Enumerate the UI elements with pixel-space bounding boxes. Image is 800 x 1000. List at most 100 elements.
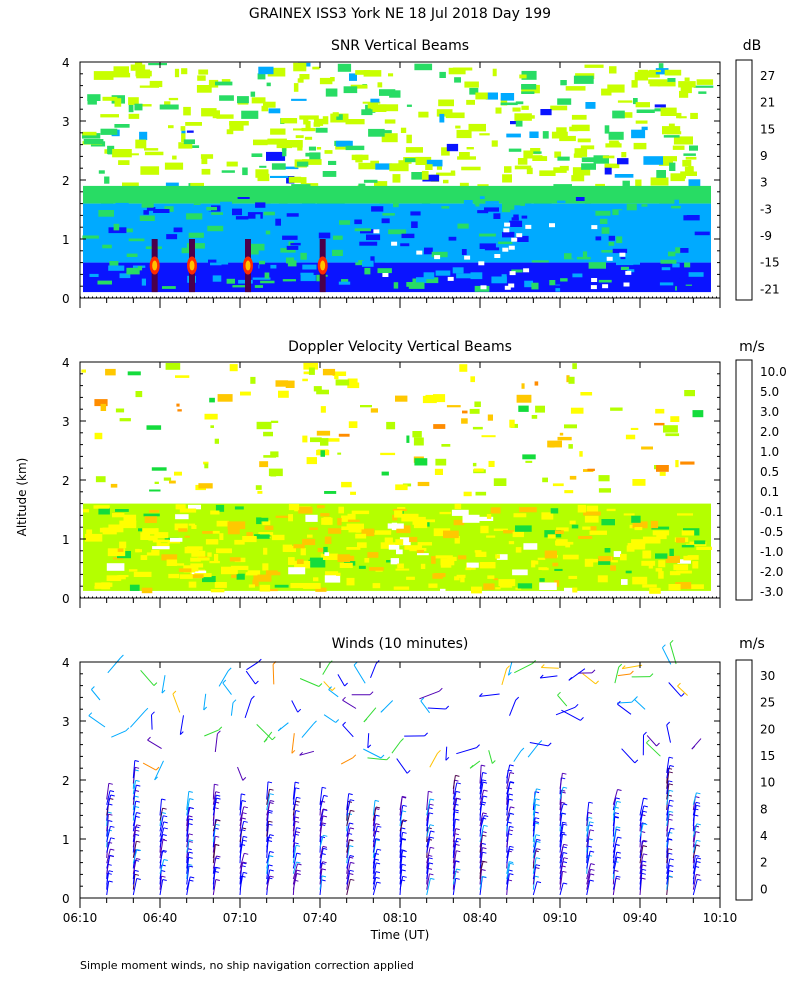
doppler-cell — [577, 504, 586, 513]
snr-cell — [468, 204, 476, 210]
wind-barb — [540, 675, 558, 679]
wind-barb — [132, 784, 137, 800]
snr-gap — [416, 250, 423, 255]
doppler-cell — [590, 526, 597, 531]
doppler-cell — [360, 405, 372, 408]
doppler-cell — [174, 471, 182, 476]
snr-cell — [259, 165, 267, 168]
doppler-cell — [642, 584, 657, 588]
wind-barb-flag — [321, 875, 327, 878]
doppler-cell — [140, 555, 148, 560]
wind-barb-flag — [135, 779, 140, 782]
snr-cell — [659, 282, 674, 286]
snr-cell — [479, 196, 485, 199]
snr-gap — [602, 284, 609, 289]
doppler-cell — [119, 541, 127, 549]
snr-cell — [441, 147, 450, 156]
winds-x-tick-label: 09:10 — [543, 911, 578, 925]
wind-barb-flag — [214, 783, 219, 786]
snr-cell — [336, 140, 353, 147]
wind-barb-flag — [135, 800, 140, 803]
wind-barb — [666, 790, 670, 805]
snr-cell — [129, 153, 139, 156]
snr-cell — [532, 156, 548, 161]
snr-cell — [216, 114, 234, 119]
doppler-cell — [641, 446, 653, 450]
snr-cell — [275, 218, 281, 226]
snr-cell — [557, 200, 566, 204]
wind-barb-flag — [536, 881, 542, 884]
doppler-cell — [127, 371, 141, 376]
snr-cell — [470, 272, 483, 280]
wind-barb — [639, 869, 643, 885]
doppler-cell — [648, 565, 653, 569]
snr-cell — [198, 69, 209, 75]
snr-cell — [229, 121, 249, 126]
snr-cell — [128, 113, 140, 119]
wind-barb — [666, 811, 670, 827]
wind-barb — [559, 857, 565, 874]
doppler-cell — [94, 399, 108, 407]
wind-barb — [159, 876, 162, 890]
doppler-cell — [214, 582, 227, 588]
doppler-cell — [169, 480, 176, 484]
wind-barb-flag — [402, 804, 407, 807]
snr-cell — [276, 142, 292, 149]
snr-gap — [502, 247, 509, 252]
doppler-cell — [623, 513, 635, 516]
wind-barb-flag — [243, 820, 248, 823]
snr-cell — [540, 109, 552, 116]
wind-barb-flag — [322, 808, 328, 811]
wind-barb-flag — [375, 871, 381, 874]
snr-cell — [168, 125, 174, 129]
doppler-cell — [191, 550, 206, 557]
doppler-cell — [509, 419, 515, 428]
wind-barb — [132, 830, 136, 848]
doppler-cell — [396, 525, 411, 534]
wind-barb-flag — [108, 870, 114, 873]
doppler-cell — [209, 397, 215, 403]
wind-barb-flag — [232, 699, 237, 704]
snr-cell — [639, 235, 656, 242]
wind-barb-flag — [641, 868, 647, 871]
snr-cell — [557, 98, 572, 105]
wind-barb — [106, 855, 111, 869]
wind-barb-flag — [615, 877, 621, 880]
snr-cell — [641, 70, 660, 78]
doppler-cell — [598, 488, 611, 493]
snr-cell — [622, 180, 630, 188]
snr-cell — [362, 101, 381, 104]
wind-barb-flag — [482, 817, 487, 820]
doppler-cell — [519, 507, 537, 513]
wind-barb — [634, 699, 646, 710]
wind-barb-flag — [508, 829, 514, 832]
snr-cell — [375, 163, 392, 170]
snr-cell — [332, 112, 339, 117]
wind-barb-flag — [188, 833, 193, 836]
snr-cell — [300, 252, 307, 260]
wind-barb-flag — [217, 730, 221, 735]
doppler-cell — [598, 556, 611, 562]
wind-barb-flag — [428, 862, 434, 865]
wind-barb-flag — [482, 772, 487, 774]
snr-cell — [98, 210, 114, 217]
wind-barb — [370, 663, 377, 678]
doppler-cell — [315, 587, 327, 592]
wind-barb — [692, 845, 697, 859]
doppler-cell — [324, 575, 341, 583]
wind-barb — [106, 814, 109, 832]
wind-barb-flag — [430, 846, 435, 849]
doppler-cell — [579, 451, 583, 457]
snr-cell — [607, 84, 625, 93]
doppler-cell — [493, 528, 508, 531]
wind-barb — [399, 855, 403, 874]
snr-cell — [551, 131, 568, 139]
wind-barb-flag — [561, 791, 566, 794]
snr-cell — [690, 112, 698, 119]
wind-barb-flag — [428, 857, 433, 860]
doppler-cell — [589, 530, 607, 535]
wind-barb-flag — [618, 663, 623, 668]
wind-barb — [668, 682, 682, 697]
doppler-cell — [262, 520, 271, 526]
snr-cell — [300, 177, 307, 184]
